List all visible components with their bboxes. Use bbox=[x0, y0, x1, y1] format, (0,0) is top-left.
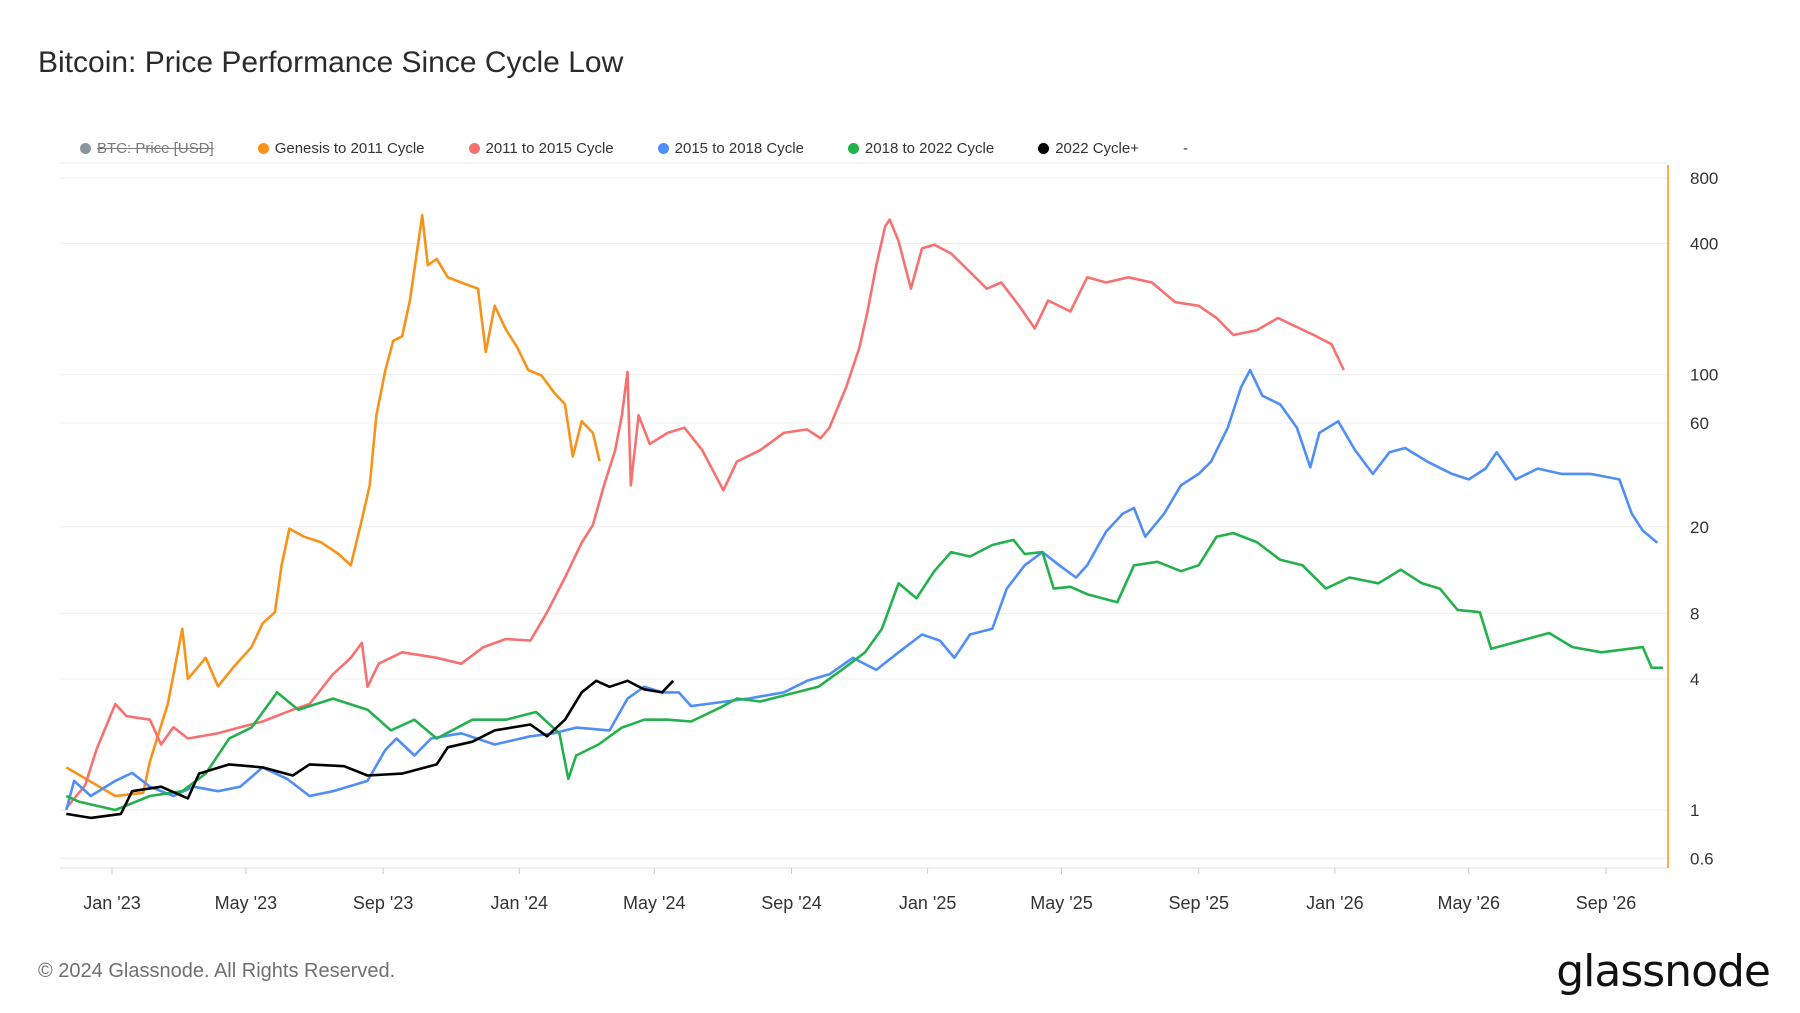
y-tick-label: 60 bbox=[1690, 414, 1709, 433]
x-tick-label: May '25 bbox=[1030, 893, 1092, 913]
legend-item[interactable]: BTC: Price [USD] bbox=[80, 140, 214, 157]
legend: BTC: Price [USD] Genesis to 2011 Cycle 201… bbox=[80, 140, 1232, 157]
series-line-genesis-to-2011-cycle bbox=[65, 213, 601, 798]
x-tick-label: May '23 bbox=[215, 893, 277, 913]
legend-dot-icon bbox=[257, 143, 269, 154]
legend-dot-icon bbox=[657, 143, 669, 154]
series-line-2015-to-2018-cycle bbox=[65, 368, 1659, 811]
x-tick-label: Jan '24 bbox=[491, 893, 548, 913]
legend-item[interactable]: 2015 to 2018 Cycle bbox=[657, 140, 804, 157]
y-tick-label: 100 bbox=[1690, 366, 1718, 385]
y-tick-label: 800 bbox=[1690, 169, 1718, 188]
x-tick-label: Sep '26 bbox=[1576, 893, 1637, 913]
x-tick-label: May '24 bbox=[623, 893, 685, 913]
legend-item[interactable]: Genesis to 2011 Cycle bbox=[257, 140, 425, 157]
y-tick-label: 400 bbox=[1690, 235, 1718, 254]
y-tick-label: 20 bbox=[1690, 518, 1709, 537]
legend-item[interactable]: 2018 to 2022 Cycle bbox=[847, 140, 995, 157]
y-tick-label: 1 bbox=[1690, 801, 1699, 820]
y-tick-label: 0.6 bbox=[1690, 849, 1714, 868]
x-tick-label: Sep '24 bbox=[761, 893, 822, 913]
x-tick-label: Sep '25 bbox=[1168, 893, 1229, 913]
glassnode-logo: glassnode bbox=[1556, 946, 1771, 997]
x-tick-label: Sep '23 bbox=[353, 893, 414, 913]
legend-label: 2011 to 2015 Cycle bbox=[485, 140, 614, 157]
legend-label: 2018 to 2022 Cycle bbox=[864, 140, 995, 157]
legend-dot-icon bbox=[847, 143, 859, 154]
legend-label: - bbox=[1183, 140, 1188, 157]
x-tick-label: Jan '26 bbox=[1306, 893, 1363, 913]
legend-label: 2015 to 2018 Cycle bbox=[674, 140, 804, 157]
series-line-2018-to-2022-cycle bbox=[65, 531, 1663, 812]
y-tick-label: 8 bbox=[1690, 604, 1699, 623]
legend-label: BTC: Price [USD] bbox=[97, 140, 214, 157]
x-tick-label: Jan '25 bbox=[899, 893, 956, 913]
copyright-footer: © 2024 Glassnode. All Rights Reserved. bbox=[38, 960, 396, 982]
series-line-2011-to-2015-cycle bbox=[65, 218, 1345, 809]
legend-item[interactable]: - bbox=[1183, 140, 1188, 157]
legend-label: Genesis to 2011 Cycle bbox=[274, 140, 425, 157]
legend-label: 2022 Cycle+ bbox=[1055, 140, 1139, 157]
legend-dot-icon bbox=[468, 143, 480, 154]
legend-dot-icon bbox=[1038, 143, 1050, 154]
x-tick-label: Jan '23 bbox=[83, 893, 140, 913]
series-line-2022-cycle- bbox=[66, 679, 675, 820]
x-tick-label: May '26 bbox=[1438, 893, 1500, 913]
legend-dot-icon bbox=[80, 143, 91, 154]
y-tick-label: 4 bbox=[1690, 670, 1699, 689]
legend-item[interactable]: 2022 Cycle+ bbox=[1038, 140, 1139, 157]
legend-item[interactable]: 2011 to 2015 Cycle bbox=[468, 140, 614, 157]
chart-title: Bitcoin: Price Performance Since Cycle L… bbox=[38, 46, 624, 79]
